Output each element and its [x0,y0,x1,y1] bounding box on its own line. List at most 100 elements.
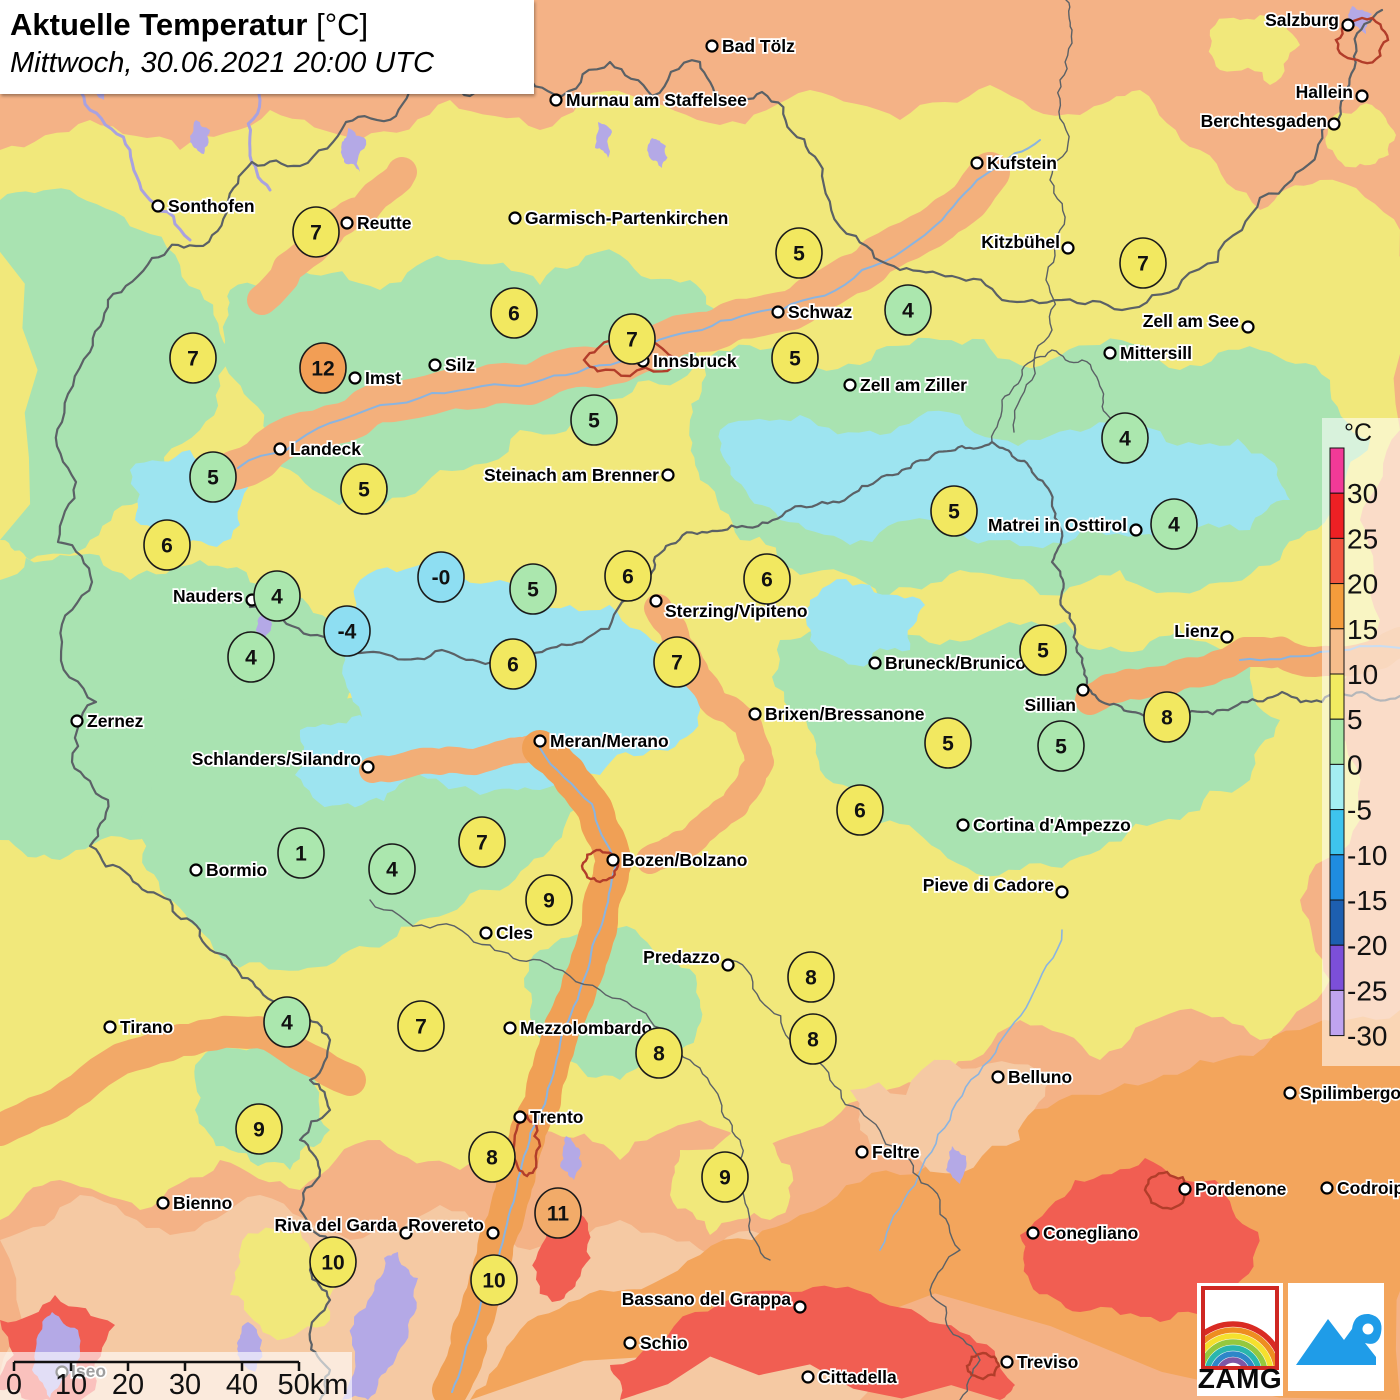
station-marker [1143,691,1191,743]
city-dot [705,39,719,53]
scalebar-label: 50km [278,1369,349,1400]
city-label: Imst [365,368,401,388]
station-marker [604,550,652,602]
city-dot [1241,320,1255,334]
city-dot [549,93,563,107]
city-label: Kufstein [987,153,1057,173]
station-value: 8 [653,1043,665,1066]
legend-label: 0 [1347,749,1363,780]
station-value: 9 [719,1167,731,1190]
station-marker [701,1151,749,1203]
station-marker [653,636,701,688]
terrain-red-blob [1020,1158,1260,1322]
station-marker [309,1236,357,1288]
station-marker [323,605,371,657]
terrain-zone [1325,103,1396,168]
station-value: 5 [948,501,960,524]
river-inn [237,139,1041,469]
station-value: 8 [1161,707,1173,730]
city-label: Mittersill [1120,343,1192,363]
city-dot [428,358,442,372]
city-label: Treviso [1017,1352,1078,1372]
city-dot [1178,1182,1192,1196]
zamg-rainbow-arc [1205,1327,1275,1366]
lake [560,1136,582,1180]
zamg-logo-label: ZAMG [1197,1363,1283,1394]
station-marker [534,1187,582,1239]
station-value: -4 [338,621,357,644]
zamg-rainbow-icon [1201,1286,1279,1370]
city-dot [1220,630,1234,644]
legend-label: 15 [1347,614,1378,645]
city-dot [1320,1181,1334,1195]
station-value: 11 [547,1203,570,1226]
partner-logo [1288,1283,1384,1391]
station-value: 8 [807,1029,819,1052]
station-value: 6 [854,800,866,823]
city-dot [1129,523,1143,537]
station-value: 8 [805,967,817,990]
valtellina-valley [0,1015,366,1146]
city-dot [513,1110,527,1124]
legend-label: 30 [1347,478,1378,509]
station-value: 6 [761,569,773,592]
city-dot [970,156,984,170]
lake [946,1146,967,1184]
station-value: 5 [789,348,801,371]
city-dot [855,1145,869,1159]
station-value: 4 [1168,514,1180,537]
city-label: Kitzbühel [981,232,1060,252]
city-dot [1103,346,1117,360]
city-label: Belluno [1008,1067,1072,1087]
city-dot [991,1070,1005,1084]
city-dot [486,1226,500,1240]
station-marker [836,784,884,836]
city-dot [623,1336,637,1350]
station-marker [470,1254,518,1306]
city-boundary [580,848,620,884]
city-label: Bassano del Grappa [622,1289,791,1309]
station-marker [368,843,416,895]
city-label: Garmisch-Partenkirchen [525,208,728,228]
scalebar-label: 40 [226,1369,258,1400]
city-dot [956,818,970,832]
legend-block [1329,447,1345,494]
scalebar: 0 10 20 30 40 50km [0,1352,352,1400]
station-marker [277,827,325,879]
zamg-rainbow-arc [1205,1339,1267,1366]
city-label: Bienno [173,1193,232,1213]
city-dot [399,1226,413,1240]
legend-block [1329,628,1345,675]
city-dot [503,1021,517,1035]
map-title-unit: [°C] [316,7,369,42]
station-marker [417,551,465,603]
terrain-zone [805,579,925,667]
station-value: 5 [793,243,805,266]
zamg-rainbow-arc [1205,1345,1261,1366]
station-value: 4 [386,859,398,882]
scalebar-background [0,1352,352,1400]
city-label: Lienz [1174,621,1219,641]
city-dot [1327,117,1341,131]
city-label: Reutte [357,213,412,233]
city-label: Schio [640,1333,688,1353]
city-dot [1061,241,1075,255]
city-label: Hallein [1296,82,1353,102]
station-layer: 7 5 7 4 6 7 5 7 12 5 4 5 5 5 4 6 -0 6 6 5 4 -4 5 4 6 7 8 5 5 6 7 1 4 9 8 4 7… [143,206,1198,1306]
city-label: Nauders [173,586,243,606]
station-marker [509,563,557,615]
station-marker [169,332,217,384]
legend-block [1329,809,1345,856]
legend-label: 5 [1347,704,1363,735]
scalebar-label: 30 [169,1369,201,1400]
zamg-rainbow-arc [1218,1357,1248,1366]
station-marker [458,816,506,868]
station-marker [525,874,573,926]
city-dot [843,378,857,392]
city-dot [348,371,362,385]
legend-block [1329,583,1345,630]
station-value: 7 [476,832,488,855]
station-marker [253,570,301,622]
station-marker [1150,498,1198,550]
